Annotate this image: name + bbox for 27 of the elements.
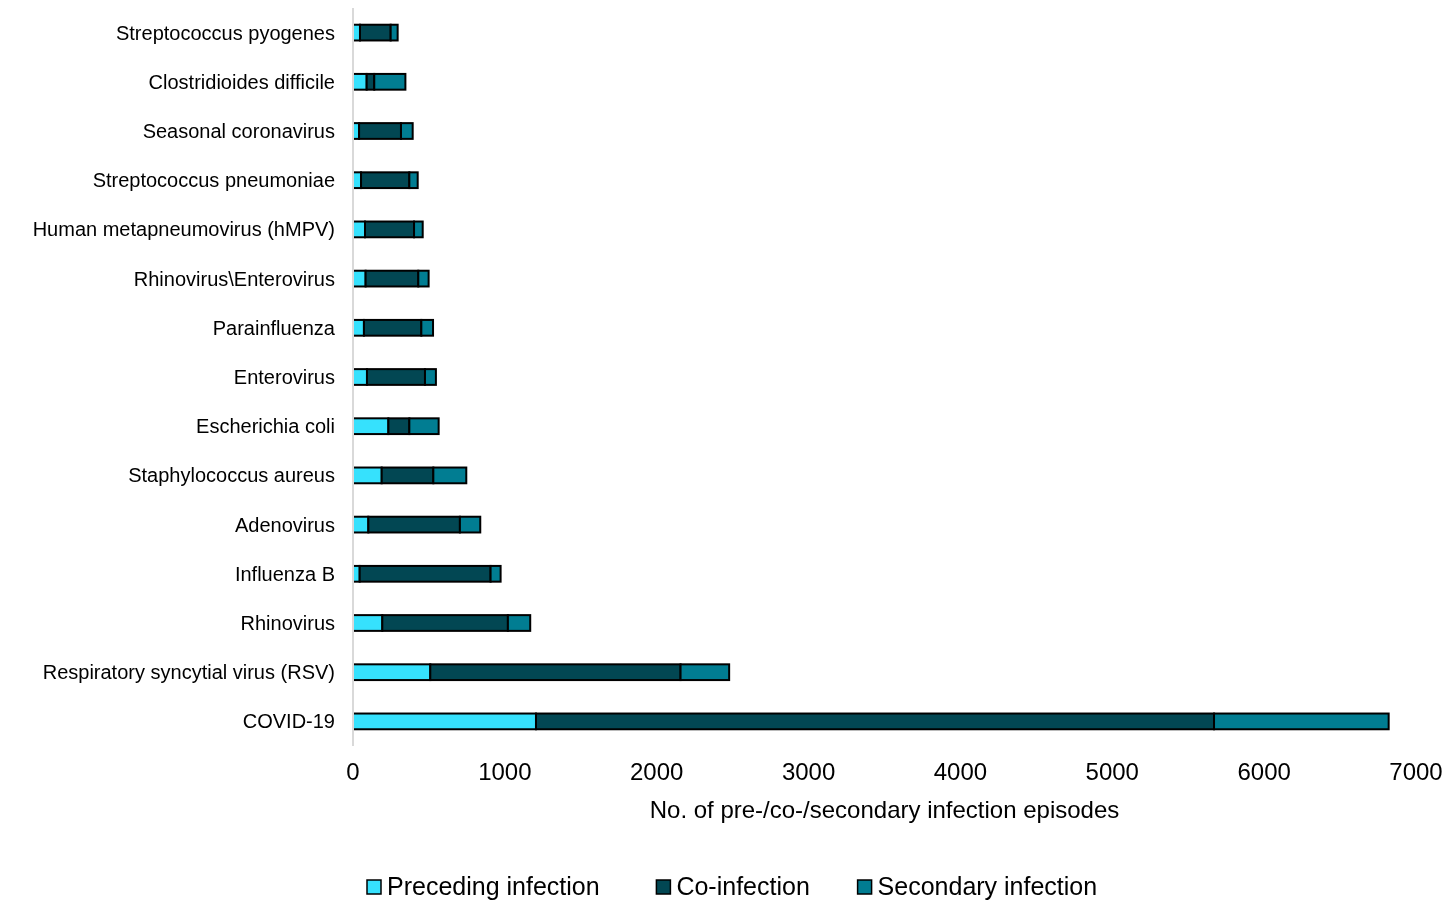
y-tick-label: Staphylococcus aureus: [128, 464, 335, 487]
y-tick-label: Adenovirus: [234, 513, 335, 536]
y-tick-label: Human metapneumovirus (hMPV): [32, 218, 335, 241]
x-tick-label: 4000: [933, 758, 988, 785]
x-tick-label: 6000: [1237, 758, 1291, 785]
x-axis-title: No. of pre-/co-/secondary infection episodes: [649, 796, 1120, 823]
legend-label: Secondary infection: [877, 872, 1098, 900]
y-tick-label: Streptococcus pneumoniae: [92, 169, 335, 192]
x-tick-label: 3000: [781, 758, 836, 785]
y-tick-label: Streptococcus pyogenes: [115, 21, 335, 44]
y-tick-label: Rhinovirus: [240, 612, 335, 634]
y-tick-label: Respiratory syncytial virus (RSV): [42, 661, 335, 684]
y-tick-label: Rhinovirus\Enterovirus: [133, 267, 335, 290]
x-tick-label: 5000: [1085, 758, 1139, 785]
y-tick-label: Parainfluenza: [212, 316, 336, 339]
x-tick-label: 2000: [630, 758, 684, 785]
x-tick-label: 0: [346, 758, 360, 785]
y-tick-label: Influenza B: [234, 562, 335, 585]
y-tick-label: Escherichia coli: [196, 415, 335, 438]
y-tick-label: Seasonal coronavirus: [142, 120, 335, 142]
y-tick-label: Enterovirus: [233, 366, 335, 388]
legend-label: Co-infection: [676, 872, 810, 900]
y-tick-label: Clostridioides difficile: [148, 70, 335, 93]
legend-label: Preceding infection: [387, 872, 600, 900]
x-tick-label: 1000: [478, 758, 532, 785]
x-tick-label: 7000: [1389, 758, 1443, 785]
y-tick-label: COVID-19: [242, 710, 335, 733]
